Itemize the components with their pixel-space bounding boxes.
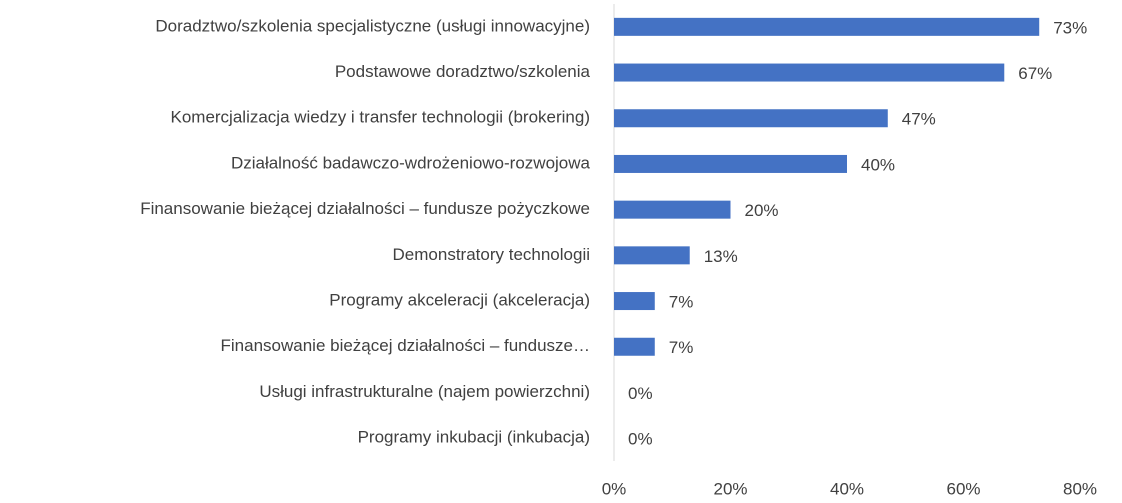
bar [614, 337, 655, 356]
value-label: 40% [861, 155, 895, 174]
x-tick-label: 20% [713, 479, 747, 498]
y-tick-label: Demonstratory technologii [393, 245, 590, 264]
value-label: 13% [704, 247, 738, 266]
y-tick-label: Finansowanie bieżącej działalności – fun… [140, 199, 590, 218]
y-tick-label: Podstawowe doradztwo/szkolenia [335, 62, 591, 81]
value-label: 7% [669, 293, 694, 312]
value-label: 0% [628, 430, 653, 449]
x-tick-label: 40% [830, 479, 864, 498]
bar [614, 292, 655, 311]
value-label: 0% [628, 384, 653, 403]
y-tick-label: Programy akceleracji (akceleracja) [329, 291, 590, 310]
value-label: 47% [902, 110, 936, 129]
x-tick-label: 80% [1063, 479, 1097, 498]
x-tick-label: 0% [602, 479, 627, 498]
y-tick-label: Programy inkubacji (inkubacja) [358, 428, 590, 447]
bar [614, 109, 888, 128]
y-tick-label: Doradztwo/szkolenia specjalistyczne (usł… [155, 16, 590, 35]
bar [614, 246, 690, 265]
y-tick-label: Usługi infrastrukturalne (najem powierzc… [259, 382, 590, 401]
bar [614, 17, 1040, 36]
value-label: 73% [1053, 18, 1087, 37]
y-tick-label: Finansowanie bieżącej działalności – fun… [221, 336, 591, 355]
bar [614, 200, 731, 219]
y-tick-label: Komercjalizacja wiedzy i transfer techno… [170, 108, 590, 127]
y-tick-label: Działalność badawczo-wdrożeniowo-rozwojo… [231, 153, 591, 172]
x-tick-label: 60% [946, 479, 980, 498]
bar [614, 63, 1005, 82]
value-label: 7% [669, 338, 694, 357]
value-label: 20% [745, 201, 779, 220]
bar [614, 154, 847, 173]
value-label: 67% [1018, 64, 1052, 83]
